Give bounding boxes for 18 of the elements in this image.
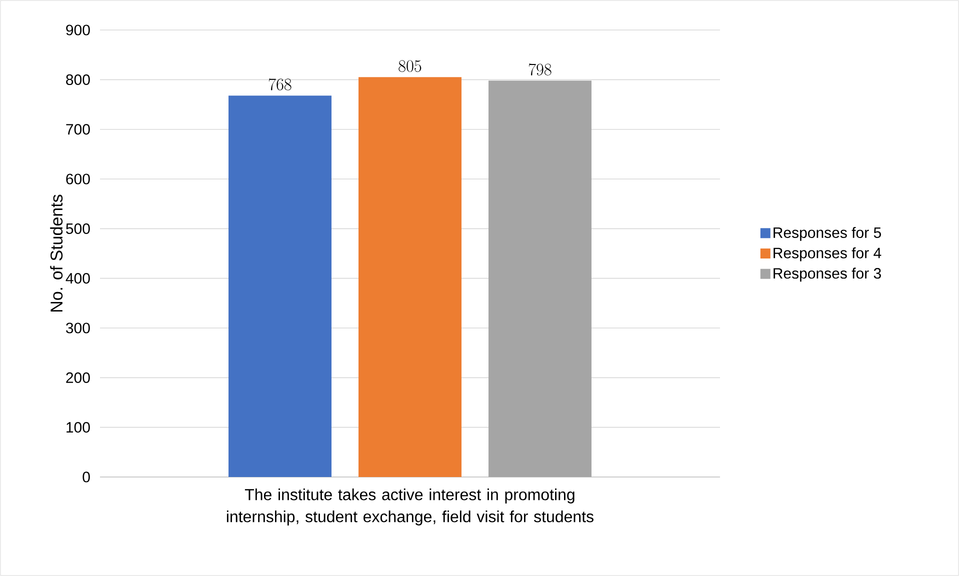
data-label: 805 bbox=[398, 60, 422, 72]
x-tick-label: The institute takes active interest in promoting internship, student exchange, field visit for students bbox=[226, 488, 594, 526]
y-tick-label: 900 bbox=[66, 24, 90, 36]
y-axis-title: No. of Students bbox=[50, 194, 63, 312]
y-tick-label: 100 bbox=[66, 422, 90, 433]
y-tick-label: 500 bbox=[66, 223, 90, 234]
legend-label: Responses for 4 bbox=[774, 247, 882, 262]
y-tick-label: 800 bbox=[66, 74, 90, 85]
y-tick-label: 600 bbox=[66, 174, 90, 184]
y-tick-label: 400 bbox=[66, 273, 90, 284]
legend-label: Responses for 5 bbox=[774, 226, 881, 241]
y-tick-label: 300 bbox=[66, 322, 90, 334]
data-label: 768 bbox=[268, 78, 292, 90]
y-tick-label: 0 bbox=[82, 472, 90, 482]
y-tick-label: 200 bbox=[66, 372, 90, 383]
legend-label: Responses for 3 bbox=[774, 268, 881, 282]
y-tick-label: 700 bbox=[66, 124, 90, 135]
data-label: 798 bbox=[528, 63, 552, 76]
